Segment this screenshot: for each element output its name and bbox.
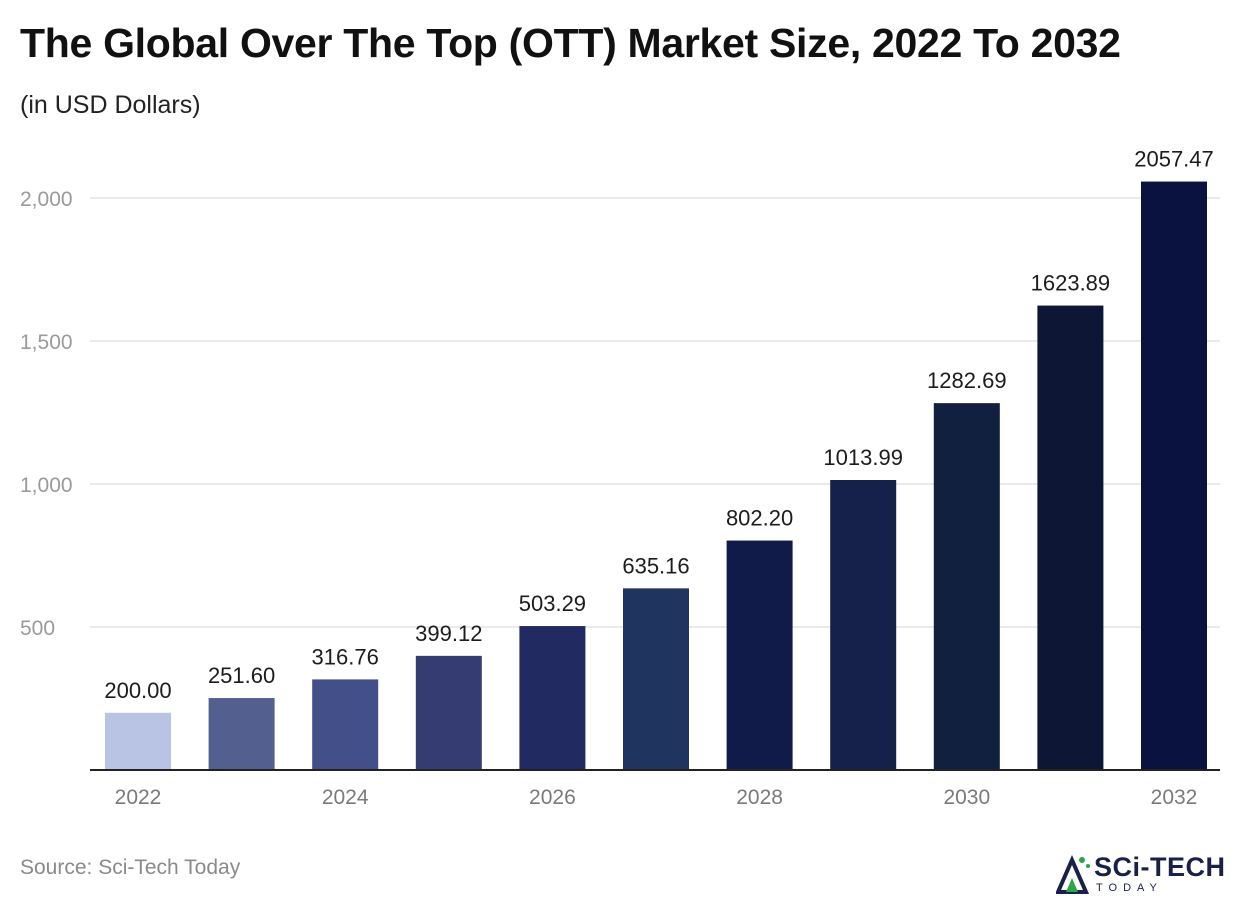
- source-note: Source: Sci-Tech Today: [20, 856, 241, 879]
- bar-2022: [105, 712, 171, 770]
- bar-2026: [519, 626, 586, 770]
- bar-2029: [830, 479, 897, 770]
- value-label: 1282.69: [927, 368, 1007, 393]
- bar-2023: [208, 698, 275, 770]
- sci-tech-today-logo: SCi-TECH TODAY: [1056, 852, 1231, 896]
- logo-subtext: TODAY: [1096, 882, 1163, 894]
- bar-2024: [312, 679, 379, 770]
- value-label: 2057.47: [1134, 147, 1214, 172]
- value-label: 503.29: [519, 591, 586, 616]
- logo-text: SCi-TECH: [1094, 852, 1226, 882]
- y-tick-label: 1,500: [20, 331, 73, 354]
- bar-2031: [1037, 305, 1104, 770]
- value-label: 802.20: [726, 506, 793, 531]
- chart-title: The Global Over The Top (OTT) Market Siz…: [20, 20, 1121, 66]
- bar-2027: [623, 588, 689, 770]
- value-label: 251.60: [208, 663, 275, 688]
- x-tick-label: 2028: [736, 786, 783, 809]
- value-label: 316.76: [312, 644, 379, 669]
- value-label: 635.16: [622, 553, 689, 578]
- x-tick-label: 2026: [529, 786, 576, 809]
- y-tick-label: 1,000: [20, 474, 73, 497]
- y-tick-label: 500: [20, 617, 55, 640]
- chart-subtitle: (in USD Dollars): [20, 91, 201, 119]
- value-label: 399.12: [415, 621, 482, 646]
- x-tick-label: 2022: [115, 786, 162, 809]
- value-label: 1623.89: [1031, 271, 1111, 296]
- logo-mark-icon: [1056, 855, 1090, 894]
- bar-2032: [1141, 181, 1207, 770]
- bar-2025: [415, 655, 482, 770]
- bar-2030: [933, 403, 1000, 770]
- value-label: 200.00: [104, 678, 171, 703]
- value-label: 1013.99: [823, 445, 903, 470]
- y-tick-label: 2,000: [20, 188, 73, 211]
- x-tick-label: 2030: [943, 786, 990, 809]
- x-tick-label: 2024: [322, 786, 369, 809]
- x-tick-label: 2032: [1151, 786, 1198, 809]
- bar-2028: [726, 540, 793, 770]
